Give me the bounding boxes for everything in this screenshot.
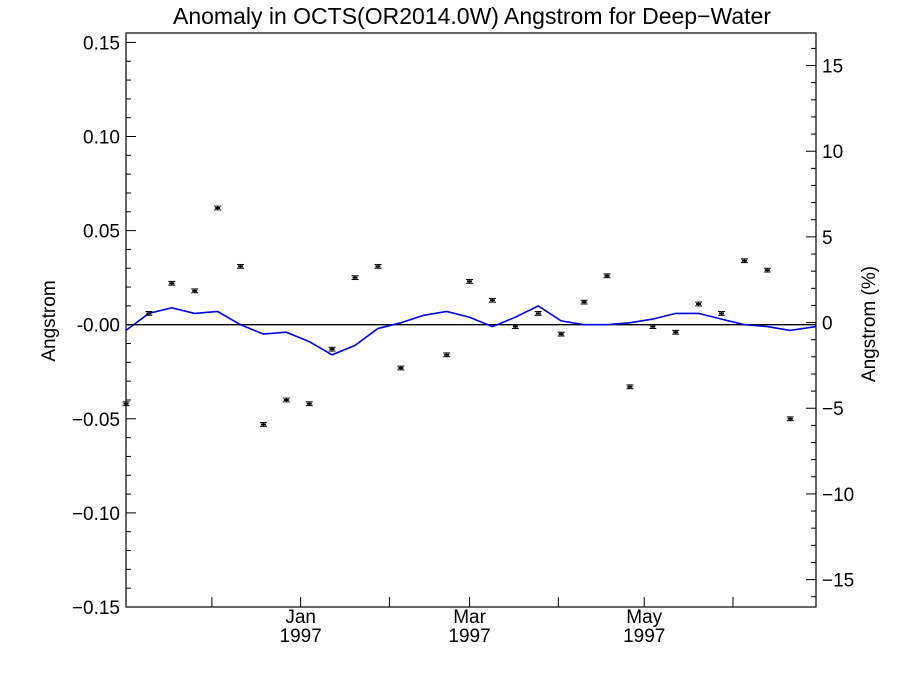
chart-title: Anomaly in OCTS(OR2014.0W) Angstrom for … (173, 3, 771, 29)
x-tick-label-month: Jan (285, 607, 316, 628)
y2-tick-label: 0 (822, 314, 833, 335)
data-point (305, 401, 313, 407)
y2-tick-label: −10 (822, 485, 854, 506)
data-point (374, 263, 382, 269)
y-tick-label: 0.15 (83, 33, 120, 54)
anomaly-points-series (122, 205, 794, 427)
data-point (466, 279, 474, 284)
data-point (649, 324, 657, 329)
data-point (443, 352, 451, 358)
data-point (534, 311, 542, 316)
data-point (328, 346, 336, 352)
y2-tick-label: −15 (822, 571, 854, 592)
y2-tick-label: 10 (822, 142, 843, 163)
data-point (626, 384, 634, 390)
y2-tick-label: 5 (822, 228, 833, 249)
plot-border (125, 32, 817, 608)
data-point (740, 258, 748, 264)
y-tick-label: −0.10 (72, 504, 120, 525)
data-point (672, 329, 680, 335)
data-point (122, 401, 130, 407)
data-point (718, 311, 726, 316)
data-point (511, 324, 519, 329)
x-tick-label-month: May (626, 607, 662, 628)
y-tick-label: 0.10 (83, 128, 120, 149)
data-point (397, 365, 405, 371)
x-tick-label-year: 1997 (280, 626, 322, 647)
smoothed-line (125, 304, 817, 356)
y2-axis-title: Angstrom (%) (859, 266, 880, 382)
data-point (580, 299, 588, 305)
data-point (351, 275, 359, 281)
plot-frame (125, 32, 817, 608)
right-y-axis: 15 10 5 0 −5 −10 −15 (806, 47, 854, 598)
x-tick-label-month: Mar (453, 607, 486, 628)
left-y-axis: 0.15 0.10 0.05 -0.00 −0.05 −0.10 −0.15 (72, 33, 136, 619)
smoothed-anomaly-series (125, 304, 817, 356)
y-tick-label: −0.15 (72, 598, 120, 619)
y2-tick-label: 15 (822, 57, 843, 78)
data-point (259, 422, 267, 427)
y-tick-label: 0.05 (83, 222, 120, 243)
data-point (763, 267, 771, 273)
data-point (282, 397, 290, 403)
data-point (145, 311, 153, 316)
data-point (214, 205, 222, 211)
x-tick-label-year: 1997 (448, 626, 490, 647)
data-point (168, 280, 176, 286)
data-point (237, 263, 245, 269)
data-point (603, 273, 611, 279)
data-point (557, 331, 565, 337)
data-point (695, 301, 703, 307)
data-point (191, 288, 199, 294)
y-axis-title: Angstrom (39, 280, 60, 361)
y-tick-label: −0.05 (72, 410, 120, 431)
data-point (786, 416, 794, 422)
y-tick-label: -0.00 (77, 316, 120, 337)
x-tick-label-year: 1997 (623, 626, 665, 647)
data-point (488, 297, 496, 303)
y2-tick-label: −5 (822, 399, 844, 420)
